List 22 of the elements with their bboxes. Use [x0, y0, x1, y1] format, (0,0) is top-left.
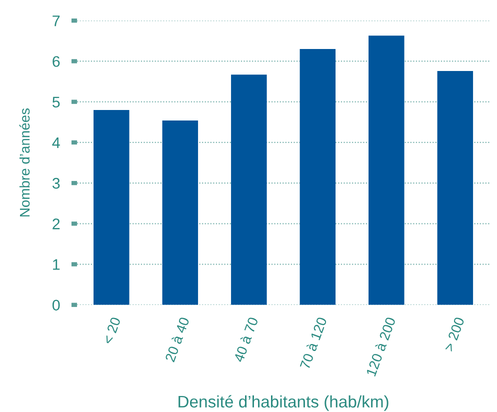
x-tick-label: 70 à 120	[299, 316, 328, 370]
x-tick-label: 120 à 200	[365, 316, 396, 377]
y-tick-label: 7	[52, 16, 60, 26]
y-tick-label: 4	[52, 137, 60, 148]
y-tick-label: 0	[52, 300, 60, 311]
x-tick-label: 20 à 40	[164, 316, 190, 362]
y-tick-label: 2	[52, 218, 60, 230]
bar	[300, 49, 336, 305]
x-tick-label: > 200	[444, 316, 465, 352]
y-tick-label: 6	[52, 56, 60, 67]
y-tick-label: 5	[52, 96, 60, 108]
x-tick-label: < 20	[102, 316, 121, 345]
bar	[162, 120, 198, 305]
bar	[437, 70, 474, 305]
y-tick-label: 3	[52, 178, 60, 189]
y-tick-label: 1	[53, 259, 60, 270]
x-axis-title: Densité d’habitants (hab/km)	[178, 395, 388, 411]
bar	[231, 74, 267, 305]
bar	[368, 36, 404, 305]
x-tick-label: 40 à 70	[233, 316, 258, 363]
bar	[94, 110, 130, 305]
y-axis-title: Nombre d’années	[19, 108, 30, 216]
